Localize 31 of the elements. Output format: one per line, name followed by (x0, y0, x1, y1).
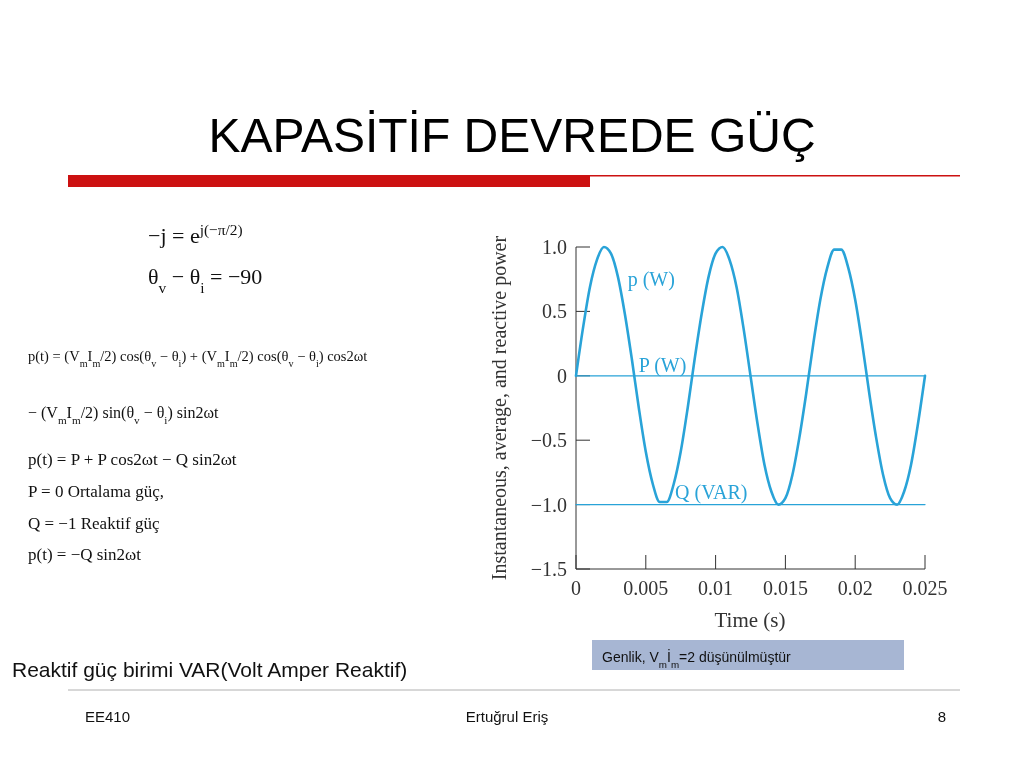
x-tick-label: 0.01 (698, 577, 734, 599)
y-tick-label: −1.5 (530, 558, 567, 580)
series-label: Q (VAR) (675, 481, 748, 505)
text: − (V$_{m}$I$_{m}$/2) sin(θ$_{v}$ − θ$_{i}$) sin2ωt (28, 404, 219, 426)
series-label: P (W) (638, 353, 687, 377)
x-tick-label: 0 (571, 577, 581, 599)
text: Genlik, V$_{m}$İ$_{m}$=2 düşünülmüştür (602, 648, 792, 670)
x-tick-label: 0.02 (837, 577, 873, 599)
text: −j = e$^{j(−π/2)}$ (148, 220, 243, 248)
y-tick-label: 0.5 (542, 300, 567, 323)
text: θ$_{v}$ − θ$_{i}$ = −90 (148, 264, 263, 296)
text: P = 0 Ortalama güç, (28, 482, 164, 501)
x-tick-label: 0.015 (762, 577, 808, 599)
chart-title: KAPASİTİF DEVREDE GÜÇ (208, 109, 816, 162)
text: Q = −1 Reaktif güç (28, 514, 160, 533)
x-tick-label: 0.005 (623, 577, 669, 599)
y-tick-label: 1.0 (542, 236, 567, 258)
x-tick-label: 0.025 (902, 577, 948, 599)
text: p(t) = −Q sin2ωt (28, 545, 142, 564)
x-axis-title: Time (s) (714, 608, 786, 632)
text: Reaktif güç birimi VAR(Volt Amper Reaktif) (12, 658, 408, 681)
text: 8 (937, 708, 946, 725)
y-tick-label: 0 (557, 364, 567, 387)
text: EE410 (85, 708, 131, 725)
y-axis-title: Instantaneous, average, and reactive power (488, 235, 511, 581)
text: p(t) = (V$_{m}$I$_{m}$/2) cos(θ$_{v}$ − θ$_{i}$) + (V$_{m}$I$_{m}$/2) cos(θ$_{v}$ − θ$_{i}$) cos2ωt (28, 348, 368, 369)
text: p(t) = P + P cos2ωt − Q sin2ωt (28, 450, 237, 469)
y-tick-label: −1.0 (530, 493, 567, 516)
y-tick-label: −0.5 (530, 429, 567, 452)
text: Ertuğrul Eriş (465, 708, 549, 725)
series-label: p (W) (627, 267, 675, 291)
